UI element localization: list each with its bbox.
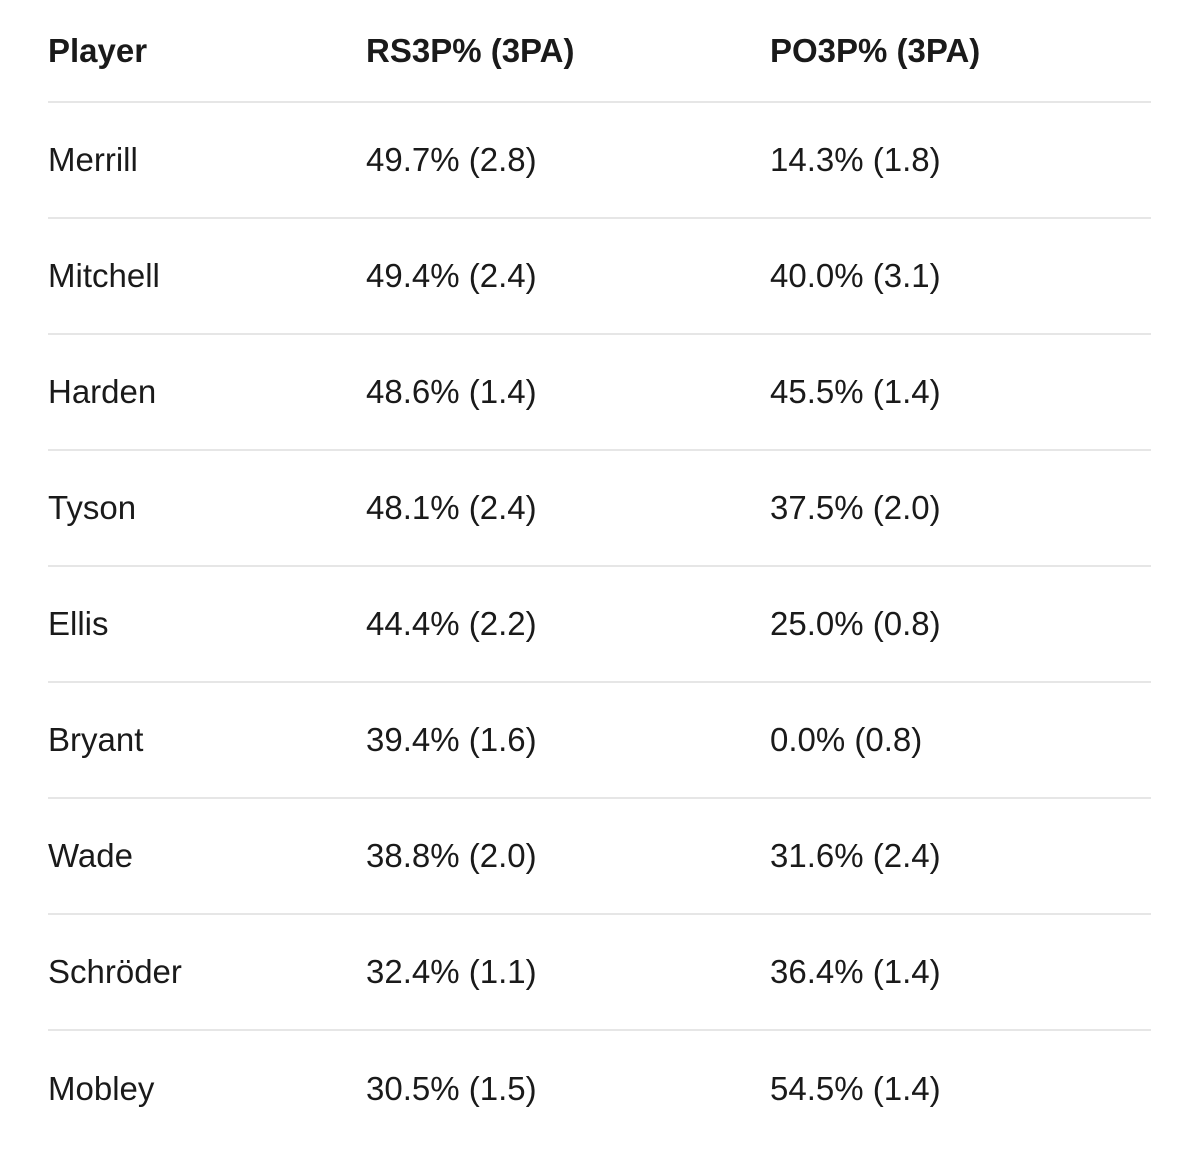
table-cell: 38.8% (2.0) [366,837,537,874]
table-cell: 44.4% (2.2) [366,605,537,642]
table-row: Schröder 32.4% (1.1) 36.4% (1.4) [48,915,1151,1031]
table-cell: Mobley [48,1070,155,1107]
table-row: Mobley 30.5% (1.5) 54.5% (1.4) [48,1031,1151,1147]
header-cell: RS3P% (3PA) [366,31,575,69]
table-cell: Wade [48,837,133,874]
table-row: Bryant 39.4% (1.6) 0.0% (0.8) [48,683,1151,799]
table-cell: 39.4% (1.6) [366,721,537,758]
table-cell: Harden [48,373,157,410]
table-cell: 45.5% (1.4) [770,373,941,410]
table-row: Wade 38.8% (2.0) 31.6% (2.4) [48,799,1151,915]
table: Player RS3P% (3PA) PO3P% (3PA) Merrill 49.7%… [48,0,1151,1147]
table-cell: 25.0% (0.8) [770,605,941,642]
table-row: Ellis 44.4% (2.2) 25.0% (0.8) [48,567,1151,683]
table-cell: 49.4% (2.4) [366,257,537,294]
header-cell: Player [48,31,148,69]
header-row: Player RS3P% (3PA) PO3P% (3PA) [48,0,1151,103]
table-cell: 14.3% (1.8) [770,141,941,178]
table-row: Tyson 48.1% (2.4) 37.5% (2.0) [48,451,1151,567]
table-cell: 48.1% (2.4) [366,489,537,526]
table-cell: 0.0% (0.8) [770,721,923,758]
table-cell: 36.4% (1.4) [770,953,941,990]
table-row: Harden 48.6% (1.4) 45.5% (1.4) [48,335,1151,451]
table-cell: Schröder [48,953,182,990]
table-cell: 31.6% (2.4) [770,837,941,874]
table-cell: Tyson [48,489,137,526]
table-cell: 49.7% (2.8) [366,141,537,178]
table-row: Merrill 49.7% (2.8) 14.3% (1.8) [48,103,1151,219]
table-cell: Ellis [48,605,109,642]
table-cell: Bryant [48,721,144,758]
table-cell: 40.0% (3.1) [770,257,941,294]
table-cell: Merrill [48,141,138,178]
table-row: Mitchell 49.4% (2.4) 40.0% (3.1) [48,219,1151,335]
table-cell: 48.6% (1.4) [366,373,537,410]
table-cell: 30.5% (1.5) [366,1070,537,1107]
table-cell: 54.5% (1.4) [770,1070,941,1107]
table-cell: 37.5% (2.0) [770,489,941,526]
table-cell: 32.4% (1.1) [366,953,537,990]
table-cell: Mitchell [48,257,160,294]
header-cell: PO3P% (3PA) [770,31,981,69]
